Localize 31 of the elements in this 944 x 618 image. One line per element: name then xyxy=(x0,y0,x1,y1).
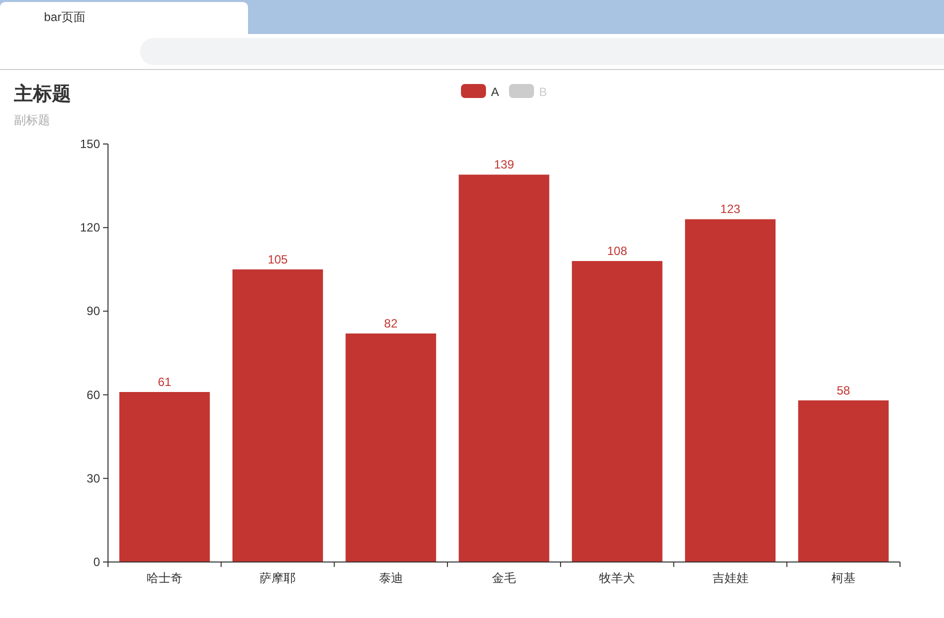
y-tick-label: 60 xyxy=(86,388,100,402)
data-label: 139 xyxy=(494,158,514,172)
bar xyxy=(572,261,662,562)
chart-subtitle: 副标题 xyxy=(14,113,50,127)
y-tick-label: 90 xyxy=(86,304,100,318)
data-label: 58 xyxy=(836,383,850,398)
data-label: 108 xyxy=(607,244,628,258)
x-tick-label: 萨摩耶 xyxy=(260,571,296,585)
bar xyxy=(119,392,210,562)
data-label: 61 xyxy=(158,375,172,390)
data-label: 82 xyxy=(384,316,398,330)
bar xyxy=(232,269,323,562)
data-label: 105 xyxy=(268,252,288,266)
legend-label: A xyxy=(490,85,499,99)
bar xyxy=(346,333,436,562)
y-tick-label: 150 xyxy=(80,137,100,151)
chart-title: 主标题 xyxy=(13,83,71,105)
x-tick-label: 牧羊犬 xyxy=(599,571,636,585)
y-tick-label: 0 xyxy=(93,555,100,569)
bar xyxy=(458,174,550,562)
y-tick-label: 120 xyxy=(80,220,100,235)
x-tick-label: 哈士奇 xyxy=(146,571,183,585)
x-tick-label: 吉娃娃 xyxy=(712,571,748,585)
x-tick-label: 金毛 xyxy=(492,571,516,585)
bar xyxy=(685,219,776,562)
y-tick-label: 30 xyxy=(86,471,100,486)
x-tick-label: 泰迪 xyxy=(378,571,403,585)
data-label: 123 xyxy=(720,202,741,216)
text: bar页面 xyxy=(44,10,86,24)
bar xyxy=(798,400,889,562)
x-tick-label: 柯基 xyxy=(831,571,856,585)
